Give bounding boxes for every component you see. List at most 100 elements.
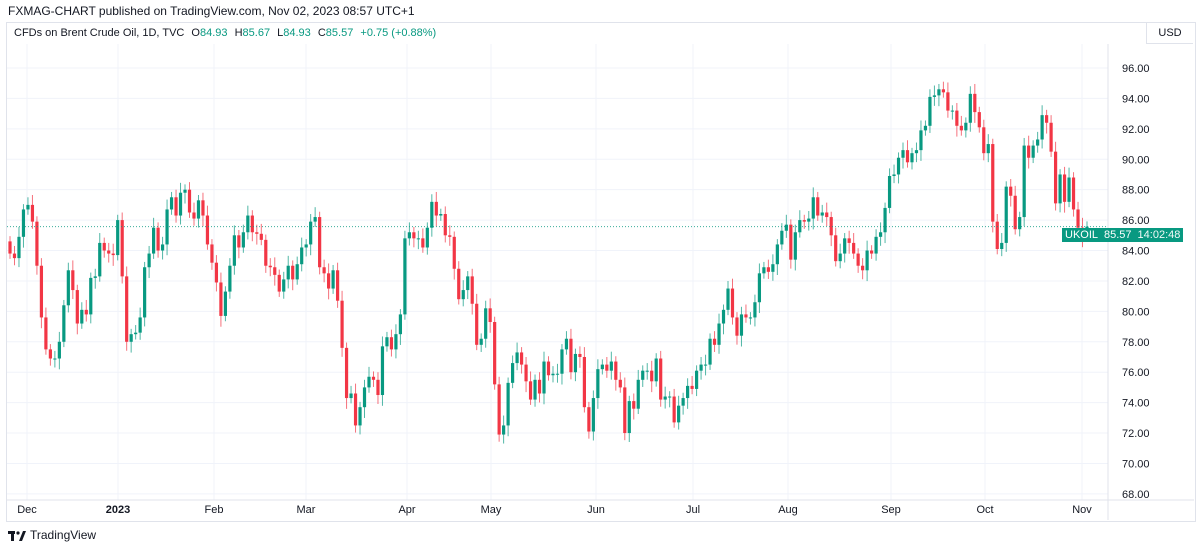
- candle-up: [573, 353, 578, 373]
- candle-up: [564, 338, 569, 350]
- candle-down: [672, 396, 676, 423]
- candle-down: [829, 217, 833, 236]
- candle-up: [89, 277, 93, 315]
- candle-up: [739, 314, 744, 336]
- candle-up: [874, 236, 878, 254]
- footer-brand[interactable]: TradingView: [8, 528, 96, 542]
- candle-down: [44, 317, 48, 350]
- candle-down: [120, 220, 124, 277]
- y-tick-label: 72.00: [1122, 428, 1150, 440]
- candle-down: [1009, 186, 1013, 196]
- candle-down: [659, 358, 663, 400]
- candle-up: [57, 341, 61, 359]
- candle-down: [528, 381, 533, 400]
- candle-down: [991, 144, 995, 222]
- candle-down: [318, 217, 322, 268]
- candle-down: [982, 127, 986, 154]
- candle-up: [784, 224, 788, 231]
- candle-down: [1053, 151, 1058, 204]
- candle-up: [964, 122, 968, 131]
- candle-down: [1013, 195, 1017, 230]
- candle-down: [344, 347, 349, 399]
- x-tick-2023: 2023: [105, 504, 131, 516]
- candle-down: [802, 220, 806, 222]
- candle-up: [403, 238, 407, 315]
- candle-down: [452, 236, 456, 269]
- candle-up: [331, 270, 335, 289]
- candle-up: [380, 346, 385, 396]
- candle-up: [93, 276, 97, 278]
- candle-up: [506, 382, 510, 426]
- y-tick-label: 88.00: [1122, 185, 1150, 197]
- candle-down: [255, 232, 259, 234]
- y-tick-label: 92.00: [1122, 124, 1150, 136]
- candle-up: [134, 332, 138, 335]
- candle-up: [394, 334, 398, 350]
- candle-down: [107, 250, 111, 254]
- candle-down: [712, 338, 717, 345]
- candle-up: [878, 232, 883, 237]
- candle-up: [820, 212, 824, 216]
- candle-down: [111, 253, 115, 256]
- candle-up: [183, 189, 187, 193]
- candle-down: [852, 242, 856, 254]
- candle-up: [385, 337, 389, 347]
- candle-up: [515, 352, 519, 364]
- candle-down: [35, 221, 39, 266]
- x-tick-mar: Mar: [296, 504, 316, 516]
- candle-down: [1062, 174, 1067, 202]
- y-tick-label: 68.00: [1122, 489, 1150, 501]
- candle-up: [21, 209, 26, 237]
- candle-up: [919, 130, 923, 151]
- x-tick-oct: Oct: [976, 504, 994, 516]
- candle-down: [470, 276, 474, 304]
- candle-down: [214, 262, 219, 283]
- currency-button[interactable]: USD: [1146, 23, 1193, 44]
- candle-up: [896, 157, 901, 175]
- candle-down: [205, 215, 210, 245]
- candle-up: [425, 227, 429, 248]
- candle-down: [125, 276, 129, 342]
- candle-down: [443, 214, 447, 236]
- candle-up: [295, 264, 299, 280]
- candle-up: [914, 150, 919, 154]
- candle-up: [80, 309, 84, 324]
- y-tick-label: 90.00: [1122, 154, 1150, 166]
- low-label: L: [277, 27, 284, 39]
- candle-down: [730, 288, 735, 318]
- candle-down: [219, 282, 223, 316]
- candle-up: [699, 364, 703, 371]
- candle-down: [941, 89, 945, 93]
- candle-down: [259, 233, 263, 240]
- candle-up: [1040, 115, 1044, 140]
- candle-up: [66, 270, 70, 306]
- x-tick-aug: Aug: [778, 504, 798, 516]
- candle-down: [371, 376, 376, 380]
- x-tick-dec: Dec: [17, 504, 37, 516]
- candle-down: [187, 189, 192, 213]
- candle-up: [165, 209, 169, 245]
- candle-down: [448, 235, 452, 237]
- candle-down: [48, 349, 52, 359]
- candle-down: [1045, 115, 1049, 123]
- candle-up: [1022, 145, 1026, 218]
- candle-up: [645, 370, 649, 372]
- candle-down: [376, 379, 380, 396]
- candle-down: [493, 322, 497, 385]
- y-tick-label: 84.00: [1122, 246, 1150, 258]
- candle-up: [232, 235, 236, 266]
- candle-up: [681, 398, 685, 406]
- candle-up: [17, 236, 21, 259]
- candle-down: [905, 150, 910, 163]
- candle-down: [335, 270, 340, 301]
- candle-up: [152, 227, 156, 254]
- candle-down: [546, 361, 551, 376]
- candle-down: [84, 309, 88, 315]
- candle-up: [703, 364, 708, 366]
- candle-down: [156, 227, 160, 251]
- candle-down: [291, 265, 295, 280]
- candle-up: [609, 361, 613, 371]
- candle-up: [694, 370, 699, 389]
- x-tick-may: May: [480, 504, 502, 516]
